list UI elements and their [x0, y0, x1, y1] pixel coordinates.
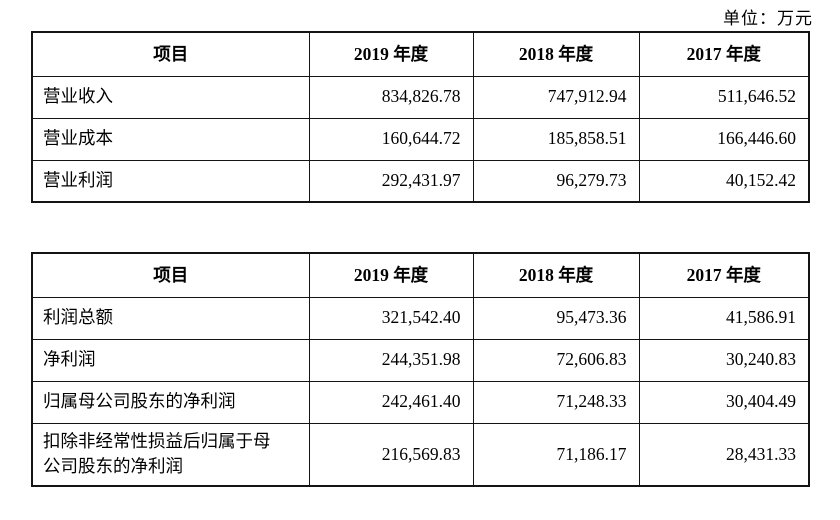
cell-value: 28,431.33: [638, 422, 810, 487]
row-label: 扣除非经常性损益后归属于母公司股东的净利润: [31, 422, 310, 487]
column-header-item: 项目: [31, 31, 310, 77]
row-label: 营业利润: [31, 159, 310, 203]
cell-value: 292,431.97: [308, 159, 474, 203]
table-row: 归属母公司股东的净利润 242,461.40 71,248.33 30,404.…: [31, 380, 810, 424]
profit-table: 项目 2019 年度 2018 年度 2017 年度 利润总额 321,542.…: [31, 252, 810, 487]
row-label: 营业收入: [31, 75, 310, 119]
cell-value: 30,240.83: [638, 338, 810, 382]
column-header-item: 项目: [31, 252, 310, 298]
revenue-table: 项目 2019 年度 2018 年度 2017 年度 营业收入 834,826.…: [31, 31, 810, 203]
cell-value: 71,186.17: [472, 422, 640, 487]
cell-value: 747,912.94: [472, 75, 640, 119]
table-header-row: 项目 2019 年度 2018 年度 2017 年度: [31, 252, 810, 298]
table-row: 营业利润 292,431.97 96,279.73 40,152.42: [31, 159, 810, 203]
cell-value: 321,542.40: [308, 296, 474, 340]
cell-value: 40,152.42: [638, 159, 810, 203]
table-row: 营业成本 160,644.72 185,858.51 166,446.60: [31, 117, 810, 161]
table-row: 扣除非经常性损益后归属于母公司股东的净利润 216,569.83 71,186.…: [31, 422, 810, 487]
cell-value: 242,461.40: [308, 380, 474, 424]
column-header-2018: 2018 年度: [472, 252, 640, 298]
cell-value: 166,446.60: [638, 117, 810, 161]
column-header-2017: 2017 年度: [638, 252, 810, 298]
column-header-2017: 2017 年度: [638, 31, 810, 77]
cell-value: 95,473.36: [472, 296, 640, 340]
row-label: 营业成本: [31, 117, 310, 161]
table-row: 净利润 244,351.98 72,606.83 30,240.83: [31, 338, 810, 382]
row-label: 净利润: [31, 338, 310, 382]
table-header-row: 项目 2019 年度 2018 年度 2017 年度: [31, 31, 810, 77]
cell-value: 30,404.49: [638, 380, 810, 424]
cell-value: 41,586.91: [638, 296, 810, 340]
cell-value: 511,646.52: [638, 75, 810, 119]
unit-label: 单位：万元: [723, 9, 813, 28]
cell-value: 160,644.72: [308, 117, 474, 161]
cell-value: 185,858.51: [472, 117, 640, 161]
column-header-2019: 2019 年度: [308, 31, 474, 77]
cell-value: 96,279.73: [472, 159, 640, 203]
cell-value: 216,569.83: [308, 422, 474, 487]
column-header-2018: 2018 年度: [472, 31, 640, 77]
column-header-2019: 2019 年度: [308, 252, 474, 298]
table-row: 利润总额 321,542.40 95,473.36 41,586.91: [31, 296, 810, 340]
cell-value: 834,826.78: [308, 75, 474, 119]
row-label: 利润总额: [31, 296, 310, 340]
cell-value: 244,351.98: [308, 338, 474, 382]
cell-value: 72,606.83: [472, 338, 640, 382]
table-row: 营业收入 834,826.78 747,912.94 511,646.52: [31, 75, 810, 119]
cell-value: 71,248.33: [472, 380, 640, 424]
row-label: 归属母公司股东的净利润: [31, 380, 310, 424]
